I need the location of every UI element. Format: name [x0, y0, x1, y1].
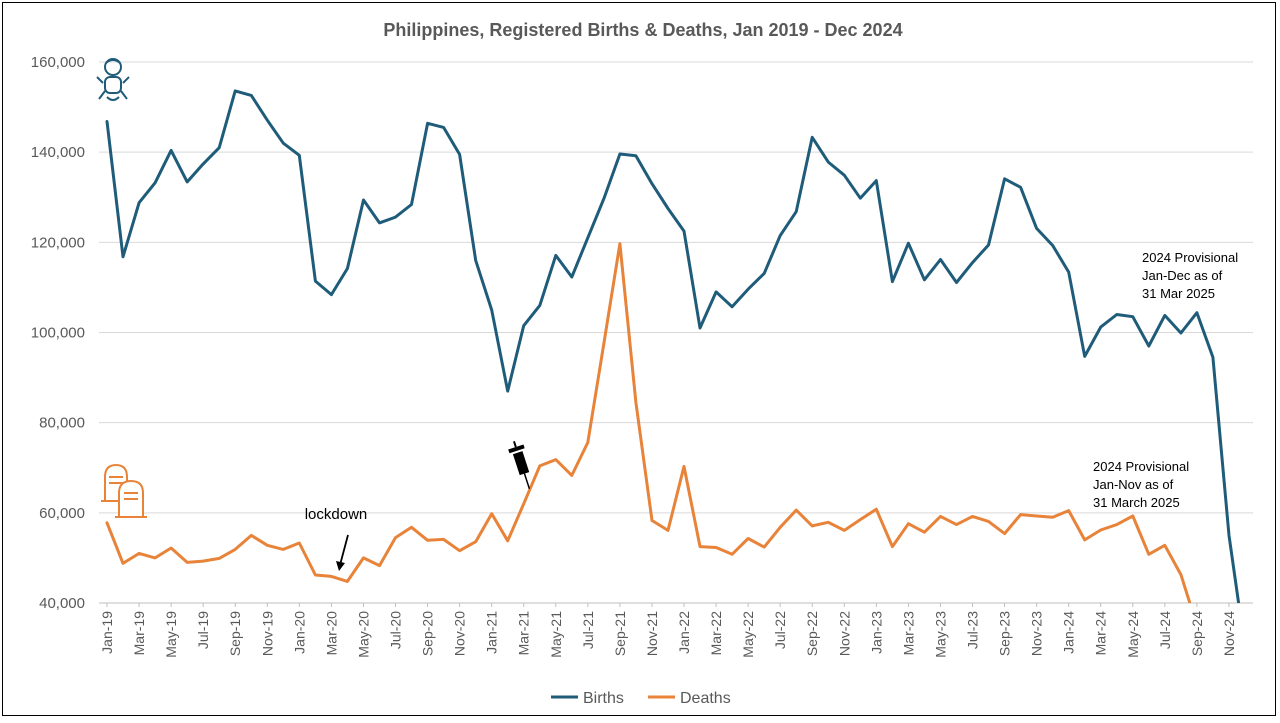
y-tick-label: 140,000	[31, 144, 85, 161]
syringe-icon	[508, 440, 531, 490]
svg-text:2024 Provisional: 2024 Provisional	[1093, 459, 1189, 474]
x-tick-label: Nov-19	[259, 611, 275, 656]
y-tick-label: 80,000	[39, 415, 85, 432]
baby-icon	[96, 58, 130, 101]
svg-text:31 Mar 2025: 31 Mar 2025	[1142, 286, 1215, 301]
x-tick-label: Mar-23	[900, 611, 916, 656]
births-deaths-chart: Philippines, Registered Births & Deaths,…	[31, 20, 1253, 707]
x-tick-label: Jul-23	[965, 611, 981, 649]
x-tick-label: Sep-21	[612, 611, 628, 656]
births-line	[105, 89, 1241, 603]
legend: Births Deaths	[551, 690, 731, 707]
x-tick-label: Sep-23	[997, 611, 1013, 656]
x-tick-label: May-23	[932, 611, 948, 658]
x-tick-label: Sep-19	[227, 611, 243, 656]
deaths-line	[105, 242, 1192, 603]
x-tick-label: Jul-24	[1157, 611, 1173, 649]
x-tick-label: Jan-21	[484, 611, 500, 654]
x-tick-label: Jan-24	[1061, 611, 1077, 654]
x-tick-label: Mar-22	[708, 611, 724, 656]
y-axis-labels: 40,000 60,000 80,000 100,000 120,000 140,000 1…	[31, 54, 85, 612]
x-tick-label: Sep-22	[804, 611, 820, 656]
x-tick-label: Nov-21	[644, 611, 660, 656]
x-tick-label: Mar-19	[131, 611, 147, 656]
x-tick-label: May-22	[740, 611, 756, 658]
tombstone-icon	[101, 463, 147, 518]
y-tick-label: 100,000	[31, 325, 85, 342]
x-tick-label: Nov-23	[1029, 611, 1045, 656]
x-tick-label: May-20	[355, 611, 371, 658]
x-tick-label: Jan-20	[291, 611, 307, 654]
x-tick-label: Nov-22	[836, 611, 852, 656]
x-tick-label: Sep-20	[420, 611, 436, 656]
x-tick-label: Jul-20	[388, 611, 404, 649]
legend-label-deaths: Deaths	[680, 690, 731, 707]
x-tick-label: Jul-19	[195, 611, 211, 649]
x-tick-label: Nov-20	[452, 611, 468, 656]
arrow-icon	[336, 534, 349, 571]
x-tick-label: Jan-19	[99, 611, 115, 654]
lockdown-annotation: lockdown	[305, 506, 368, 523]
svg-text:Jan-Dec as of: Jan-Dec as of	[1142, 268, 1223, 283]
x-tick-label: Mar-20	[323, 611, 339, 656]
y-tick-label: 40,000	[39, 595, 85, 612]
x-tick-label: Nov-24	[1221, 611, 1237, 656]
legend-label-births: Births	[583, 690, 624, 707]
x-tick-label: Mar-24	[1093, 611, 1109, 656]
x-tick-label: Jan-23	[868, 611, 884, 654]
x-tick-label: Mar-21	[516, 611, 532, 656]
x-tick-label: Jul-21	[580, 611, 596, 649]
y-tick-label: 160,000	[31, 54, 85, 71]
births-provisional-note: 2024 Provisional Jan-Dec as of 31 Mar 20…	[1142, 250, 1238, 301]
x-tick-label: May-19	[163, 611, 179, 658]
x-tick-label: Sep-24	[1189, 611, 1205, 656]
x-tick-label: May-24	[1125, 611, 1141, 658]
svg-text:31 March 2025: 31 March 2025	[1093, 495, 1180, 510]
x-tick-label: May-21	[548, 611, 564, 658]
x-tick-label: Jul-22	[772, 611, 788, 649]
y-tick-label: 120,000	[31, 234, 85, 251]
series-layer	[105, 89, 1241, 603]
x-axis-labels: Jan-19 Mar-19 May-19 Jul-19 Sep-19 Nov-19 Jan-…	[99, 603, 1237, 658]
y-tick-label: 60,000	[39, 505, 85, 522]
svg-text:2024 Provisional: 2024 Provisional	[1142, 250, 1238, 265]
chart-title: Philippines, Registered Births & Deaths,…	[383, 20, 902, 40]
x-tick-label: Jan-22	[676, 611, 692, 654]
deaths-provisional-note: 2024 Provisional Jan-Nov as of 31 March …	[1093, 459, 1189, 510]
svg-text:Jan-Nov as of: Jan-Nov as of	[1093, 477, 1174, 492]
